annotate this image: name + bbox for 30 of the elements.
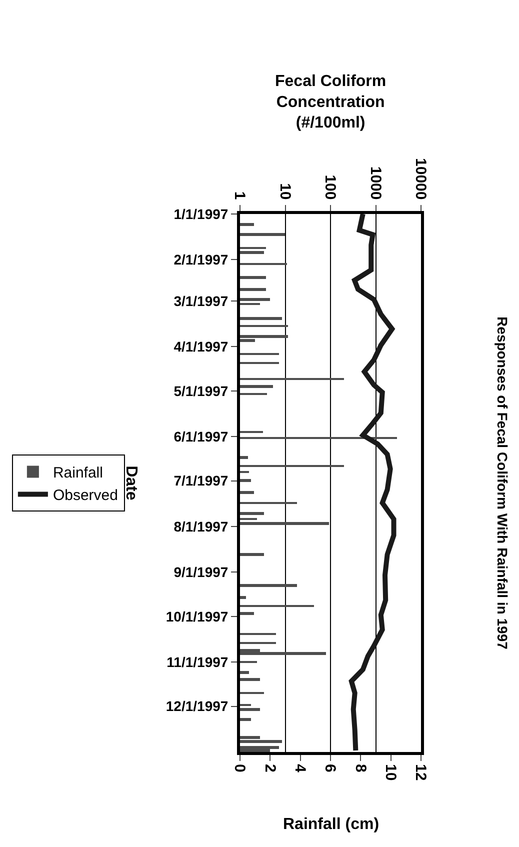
y-tick-label: 8/1/1997 [174, 518, 228, 534]
x2-tick-label: 10000 [412, 158, 430, 200]
x2-axis-title: Fecal Coliform Concentration (#/100ml) [275, 73, 386, 132]
y-tick-label: 4/1/1997 [174, 338, 228, 355]
x-tick-label: 12 [412, 764, 430, 781]
y-tick-label: 1/1/1997 [174, 206, 228, 222]
y-tick-label: 11/1/1997 [166, 654, 228, 670]
x2-tick-label: 1000 [366, 166, 384, 200]
x-tick-label: 8 [352, 764, 369, 772]
x2-tick-label: 100 [322, 174, 339, 200]
y-tick-label: 12/1/1997 [166, 698, 228, 714]
y-tick-label: 3/1/1997 [174, 292, 228, 309]
x2-tick-label: 1 [231, 191, 248, 200]
x-tick-label: 4 [291, 764, 308, 773]
x-tick-label: 6 [322, 764, 339, 772]
y-tick-label: 5/1/1997 [174, 382, 228, 399]
y-tick-label: 10/1/1997 [166, 608, 228, 624]
text: Responses of Fecal Coliform With Rainfall in 1997 [494, 316, 510, 650]
legend-label: Rainfall [52, 464, 103, 482]
y-tick-label: 7/1/1997 [174, 472, 228, 489]
x-axis-title: Rainfall (cm) [283, 816, 380, 833]
x2-tick-label: 10 [276, 183, 294, 200]
y-tick-label: 6/1/1997 [174, 428, 228, 444]
x-tick-label: 10 [382, 764, 399, 781]
y-tick-label: 9/1/1997 [174, 564, 228, 580]
legend-label: Observed [52, 487, 118, 504]
y-tick-label: 2/1/1997 [174, 252, 228, 268]
x-tick-label: 0 [231, 764, 248, 772]
y-axis-title: Date [122, 466, 140, 500]
x-tick-label: 2 [261, 764, 278, 772]
